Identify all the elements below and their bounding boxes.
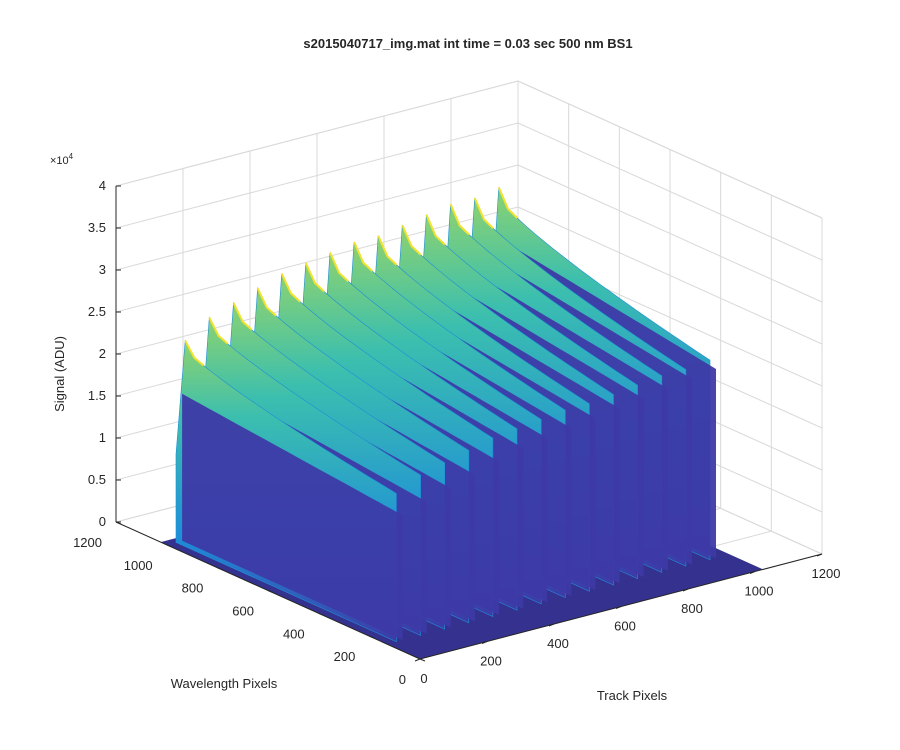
track-crest [256,287,277,317]
x-tick [414,658,421,662]
z-tick-label: 0 [99,514,106,529]
y-tick-label: 0 [399,672,406,687]
x-tick-label: 1200 [812,566,841,581]
track-crest [184,340,205,367]
track-crest [232,302,253,331]
y-tick [318,612,324,616]
x-tick-label: 1000 [745,584,774,599]
track-crest [353,241,374,272]
x-tick-label: 0 [420,671,427,686]
track-body [182,393,403,641]
x-tick [682,588,689,592]
z-axis-title: Signal (ADU) [52,336,67,412]
x-tick [481,641,488,644]
x-tick [816,553,823,557]
wall-gridline [115,122,519,229]
wall-gridline [517,122,823,261]
z-tick-label: 2 [99,346,106,361]
y-tick [419,658,426,662]
z-tick-label: 3 [99,262,106,277]
y-tick-label: 1000 [124,558,153,573]
wall-gridline [517,206,823,345]
y-tick-label: 200 [334,649,356,664]
track-crest [449,203,470,236]
z-exponent-power: 4 [69,152,74,161]
z-tick-label: 1.5 [88,388,106,403]
x-tick [749,571,756,574]
y-axis-title: Wavelength Pixels [171,676,278,691]
x-tick [615,606,622,609]
x-tick [548,623,555,627]
y-tick-label: 800 [182,581,204,596]
axes [115,185,823,662]
z-tick-label: 3.5 [88,220,106,235]
labels: 0200400600800100012000200400600800100012… [50,36,840,703]
track-crest [497,187,518,219]
track-crest [377,235,398,266]
z-tick-label: 0.5 [88,472,106,487]
track-crest [208,317,229,345]
z-tick-label: 2.5 [88,304,106,319]
z-tick-label: 1 [99,430,106,445]
y-tick-label: 400 [283,626,305,641]
track-crest [280,273,301,303]
y-tick-label: 600 [232,604,254,619]
x-tick-label: 200 [480,654,502,669]
chart-title: s2015040717_img.mat int time = 0.03 sec … [303,36,632,51]
track-crest [473,197,494,229]
wall-gridline [115,164,519,271]
surface [160,187,764,659]
y-tick [267,590,274,593]
track-crest [425,214,446,246]
z-tick-label: 4 [99,178,106,193]
track-crest [329,252,349,283]
x-tick-label: 400 [547,636,569,651]
z-exponent-label: ×104 [50,152,74,167]
y-tick-label: 1200 [73,535,102,550]
x-axis-title: Track Pixels [597,688,668,703]
y-tick [166,544,172,548]
box-top-edge [115,80,823,219]
track-crest [401,224,422,256]
y-tick [217,567,223,571]
x-tick-label: 600 [614,619,636,634]
y-tick [369,635,375,639]
wall-gridline [517,164,823,303]
x-tick-label: 800 [681,601,703,616]
track-crest [304,262,325,293]
